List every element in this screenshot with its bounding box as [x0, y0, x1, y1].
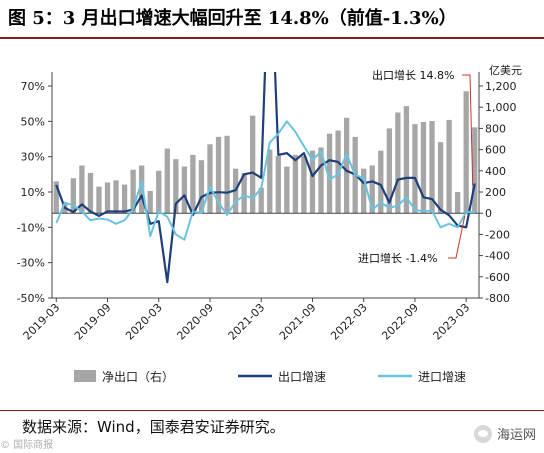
- import-growth-line: [55, 120, 475, 241]
- net-export-bar: [198, 160, 205, 214]
- net-export-bar: [326, 133, 333, 214]
- net-export-bar: [361, 168, 367, 214]
- x-tick-label: 2023-03: [431, 301, 473, 343]
- net-export-bar: [96, 186, 102, 214]
- net-export-bar: [156, 170, 162, 214]
- left-tick-label: 70%: [21, 80, 45, 93]
- net-export-bar: [53, 181, 59, 214]
- net-export-bar: [70, 178, 76, 214]
- net-export-bar: [181, 166, 188, 214]
- right-axis-unit: 亿美元: [489, 64, 522, 77]
- export-callout-leader: [462, 74, 474, 186]
- right-tick-label: 400: [485, 165, 506, 178]
- net-export-bar: [215, 136, 222, 214]
- left-tick-label: -30%: [17, 257, 45, 270]
- chart-annotations: 出口增长 14.8% 进口增长 -1.4%: [358, 68, 474, 265]
- net-export-bar: [309, 150, 316, 214]
- right-tick-label: -200: [485, 228, 510, 241]
- export-growth-callout: 出口增长 14.8%: [372, 68, 454, 82]
- legend-bar-swatch: [74, 370, 96, 382]
- net-export-bar: [412, 124, 418, 214]
- net-export-bar: [378, 150, 384, 214]
- right-tick-label: 0: [485, 207, 492, 220]
- net-export-bar: [403, 106, 410, 214]
- net-export-bar: [190, 154, 196, 214]
- net-export-bar: [258, 187, 264, 214]
- watermark-right: 海运网: [473, 424, 536, 443]
- x-tick-label: 2022-03: [328, 301, 370, 343]
- net-export-bar: [87, 172, 94, 214]
- x-tick-label: 2021-03: [226, 301, 268, 343]
- left-tick-label: 50%: [21, 115, 45, 128]
- net-export-bar: [121, 184, 128, 214]
- figure-title: 图 5：3 月出口增速大幅回升至 14.8%（前值-1.3%）: [8, 8, 457, 29]
- source-note: 数据来源：Wind，国泰君安证券研究。: [22, 418, 285, 436]
- net-export-bar: [343, 117, 350, 214]
- source-separator: [0, 410, 544, 411]
- export-growth-line: [55, 72, 476, 284]
- net-export-bar: [318, 147, 324, 214]
- net-export-bar: [250, 115, 256, 214]
- net-export-bar: [207, 144, 213, 214]
- net-export-bar: [130, 169, 136, 214]
- x-tick-label: 2022-09: [379, 301, 421, 343]
- net-export-bar: [224, 135, 230, 214]
- wechat-icon: [473, 424, 492, 443]
- left-tick-label: 10%: [21, 186, 45, 199]
- trade-growth-chart: 70% 50% 30% 10% -10% -30% -50% 1,200 1,000 800 600…: [17, 64, 522, 384]
- watermark-right-label: 海运网: [496, 428, 536, 443]
- net-export-bar: [284, 166, 290, 214]
- net-export-bar: [104, 182, 111, 214]
- title-underline: [0, 37, 544, 39]
- right-tick-label: 200: [485, 186, 506, 199]
- right-tick-label: -800: [485, 292, 510, 305]
- net-export-bar: [173, 159, 179, 214]
- x-tick-label: 2020-09: [174, 301, 216, 343]
- x-tick-label: 2021-09: [277, 301, 319, 343]
- net-export-bar: [429, 120, 435, 214]
- left-tick-label: 30%: [21, 151, 45, 164]
- net-export-bar: [472, 127, 478, 214]
- net-export-bar: [79, 165, 85, 214]
- growth-lines: [55, 72, 476, 284]
- net-export-bar: [139, 165, 145, 214]
- right-tick-label: 1,200: [485, 80, 517, 93]
- net-export-bar: [420, 122, 427, 214]
- net-export-bar: [301, 155, 307, 214]
- import-callout-leader: [448, 216, 466, 259]
- net-export-bar: [437, 142, 444, 214]
- net-export-bar: [446, 119, 452, 214]
- net-export-bar: [275, 155, 281, 214]
- right-tick-label: 800: [485, 122, 506, 135]
- net-export-bar: [147, 190, 153, 214]
- net-export-bar: [395, 112, 401, 214]
- net-export-bar: [369, 165, 375, 214]
- net-export-bars: [53, 91, 478, 214]
- net-export-bar: [455, 192, 461, 214]
- legend-export-label: 出口增速: [278, 370, 326, 384]
- right-tick-label: -400: [485, 250, 510, 263]
- right-tick-label: -600: [485, 271, 510, 284]
- net-export-bar: [241, 172, 247, 214]
- net-export-bar: [463, 91, 469, 214]
- legend-import-label: 进口增速: [418, 370, 466, 384]
- watermark-left: © 国际商报: [0, 440, 54, 451]
- x-tick-label: 2019-09: [72, 301, 114, 343]
- import-growth-callout: 进口增长 -1.4%: [358, 251, 437, 265]
- net-export-bar: [386, 128, 392, 214]
- net-export-bar: [267, 149, 273, 214]
- legend-net-export-label: 净出口（右）: [102, 369, 174, 384]
- chart-legend: 净出口（右） 出口增速 进口增速: [74, 369, 466, 384]
- net-export-bar: [113, 180, 119, 214]
- right-tick-label: 1,000: [485, 101, 517, 114]
- right-tick-label: 600: [485, 144, 506, 157]
- net-export-bar: [292, 154, 299, 214]
- x-tick-label: 2019-03: [21, 301, 63, 343]
- left-tick-label: -50%: [17, 292, 45, 305]
- net-export-bar: [164, 148, 170, 214]
- x-tick-label: 2020-03: [123, 301, 165, 343]
- left-tick-label: -10%: [17, 221, 45, 234]
